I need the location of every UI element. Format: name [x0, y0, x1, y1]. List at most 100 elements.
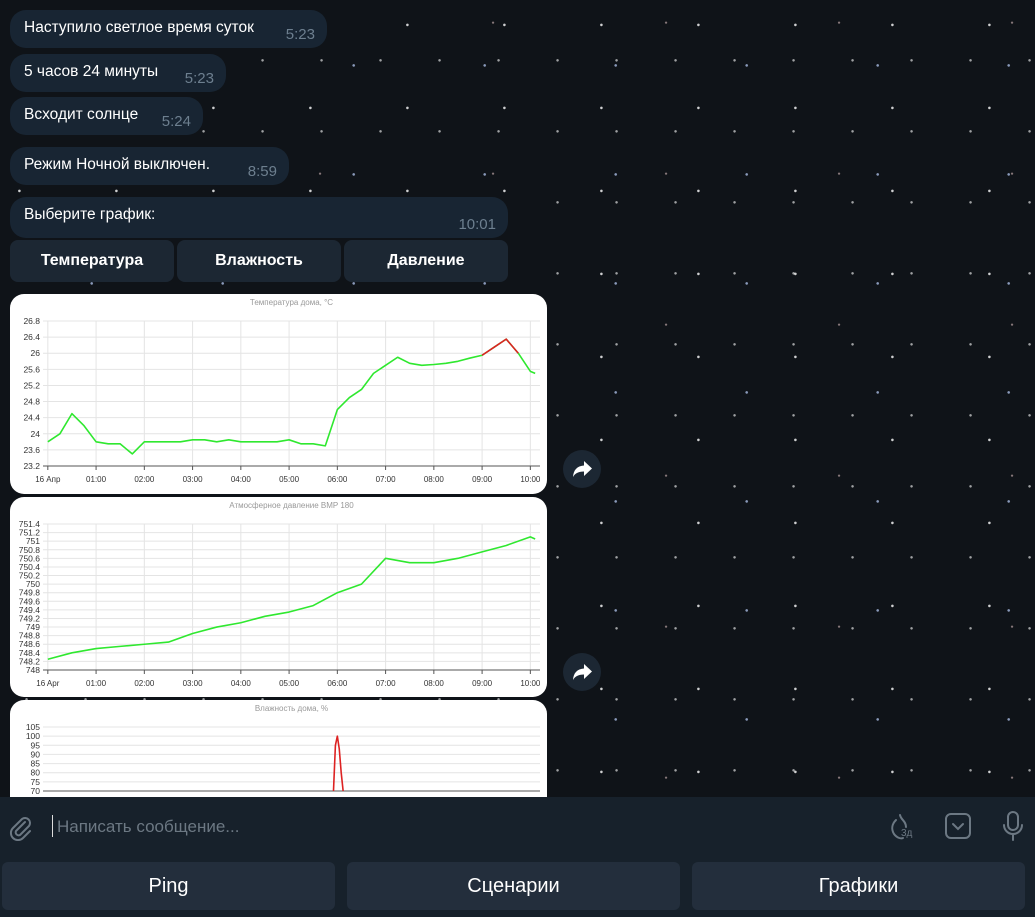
y-tick-label: 750.4 — [19, 562, 41, 572]
chart-image[interactable]: Температура дома, °C 23.2 23.6 24 24.4 24.8 25… — [10, 294, 547, 494]
y-tick-label: 85 — [31, 759, 41, 769]
y-tick-label: 750.2 — [19, 571, 41, 581]
chat-area: Наступило светлое время суток 5:23 5 часо… — [0, 0, 1035, 797]
attach-icon[interactable] — [6, 813, 34, 841]
message: Режим Ночной выключен. 8:59 — [10, 147, 289, 185]
y-tick-label: 751.2 — [19, 528, 41, 538]
y-tick-label: 750.6 — [19, 553, 41, 563]
x-tick-label: 06:00 — [327, 475, 348, 484]
message-time: 10:01 — [458, 216, 496, 233]
x-tick-label: 06:00 — [327, 679, 348, 688]
y-tick-label: 26 — [31, 348, 41, 358]
y-tick-label: 24 — [31, 429, 41, 439]
y-tick-label: 23.6 — [23, 445, 40, 455]
caret — [52, 815, 53, 837]
input-bar: Написать сообщение... 3д — [0, 797, 1035, 857]
data-line — [47, 536, 536, 661]
timer-label: 3д — [901, 828, 913, 839]
x-tick-label: 04:00 — [231, 679, 252, 688]
keyboard-button[interactable]: Графики — [692, 862, 1025, 910]
x-tick-label: 02:00 — [134, 475, 155, 484]
y-tick-label: 749.4 — [19, 605, 41, 615]
y-tick-label: 748.6 — [19, 639, 41, 649]
y-tick-label: 750.8 — [19, 545, 41, 555]
timer-icon[interactable] — [886, 811, 918, 843]
y-tick-label: 24.8 — [23, 397, 40, 407]
y-tick-label: 26.8 — [23, 316, 40, 326]
inline-button[interactable]: Давление — [344, 240, 508, 282]
y-tick-label: 748.2 — [19, 656, 41, 666]
message: Всходит солнце 5:24 — [10, 97, 203, 135]
y-tick-label: 90 — [31, 749, 41, 759]
x-tick-label: 05:00 — [279, 475, 300, 484]
data-line — [481, 338, 519, 356]
keyboard-button[interactable]: Ping — [2, 862, 335, 910]
message-text: Режим Ночной выключен. — [24, 156, 211, 173]
message: Выберите график: 10:01 — [10, 197, 508, 238]
y-tick-label: 26.4 — [23, 332, 40, 342]
x-tick-label: 10:00 — [520, 679, 541, 688]
x-tick-label: 02:00 — [134, 679, 155, 688]
reply-keyboard: Ping Сценарии Графики — [0, 857, 1035, 917]
x-tick-label: 01:00 — [86, 679, 107, 688]
y-tick-label: 105 — [26, 722, 40, 732]
y-tick-label: 748 — [26, 665, 40, 675]
x-tick-label: 08:00 — [424, 679, 445, 688]
x-tick-label: 03:00 — [183, 679, 204, 688]
inline-button[interactable]: Температура — [10, 240, 174, 282]
y-tick-label: 750 — [26, 579, 40, 589]
message: Наступило светлое время суток 5:23 — [10, 10, 327, 48]
y-tick-label: 751.4 — [19, 519, 41, 529]
x-tick-label: 09:00 — [472, 475, 493, 484]
y-tick-label: 749.6 — [19, 596, 41, 606]
forward-button[interactable] — [563, 450, 601, 488]
inline-button[interactable]: Влажность — [177, 240, 341, 282]
chart-title: Влажность дома, % — [255, 704, 328, 713]
x-tick-label: 05:00 — [279, 679, 300, 688]
message-text: Наступило светлое время суток — [24, 19, 254, 36]
data-line — [332, 735, 344, 792]
y-tick-label: 749.2 — [19, 613, 41, 623]
x-tick-label: 10:00 — [520, 475, 541, 484]
input-placeholder[interactable]: Написать сообщение... — [57, 817, 240, 836]
x-tick-label: 16 Apr — [36, 679, 59, 688]
chart-title: Атмосферное давление BMP 180 — [229, 501, 354, 510]
x-tick-label: 07:00 — [376, 679, 397, 688]
message-text: 5 часов 24 минуты — [24, 63, 159, 80]
chart-image[interactable]: Атмосферное давление BMP 180748748.2748.… — [10, 497, 547, 697]
y-tick-label: 70 — [31, 786, 41, 796]
x-tick-label: 03:00 — [183, 475, 204, 484]
y-tick-label: 75 — [31, 777, 41, 787]
x-tick-label: 09:00 — [472, 679, 493, 688]
y-tick-label: 25.6 — [23, 364, 40, 374]
y-tick-label: 80 — [31, 768, 41, 778]
y-tick-label: 100 — [26, 731, 40, 741]
y-tick-label: 748.4 — [19, 648, 41, 658]
y-tick-label: 25.2 — [23, 380, 40, 390]
y-tick-label: 748.8 — [19, 631, 41, 641]
y-tick-label: 95 — [31, 740, 41, 750]
x-tick-label: 16 Апр — [35, 475, 61, 484]
message-time: 5:23 — [285, 26, 315, 43]
forward-button[interactable] — [563, 653, 601, 691]
message-text: Всходит солнце — [24, 106, 139, 123]
message-time: 5:23 — [184, 70, 214, 87]
x-tick-label: 04:00 — [231, 475, 252, 484]
bot-menu-icon[interactable] — [943, 811, 973, 841]
mic-icon[interactable] — [999, 810, 1027, 844]
x-tick-label: 07:00 — [376, 475, 397, 484]
message: 5 часов 24 минуты 5:23 — [10, 54, 226, 92]
x-tick-label: 01:00 — [86, 475, 107, 484]
y-tick-label: 749.8 — [19, 588, 41, 598]
chart-title: Температура дома, °C — [250, 298, 333, 307]
keyboard-button[interactable]: Сценарии — [347, 862, 680, 910]
y-tick-label: 749 — [26, 622, 40, 632]
y-tick-label: 24.4 — [23, 413, 40, 423]
y-tick-label: 23.2 — [23, 461, 40, 471]
message-text: Выберите график: — [24, 206, 156, 223]
x-tick-label: 08:00 — [424, 475, 445, 484]
message-time: 5:24 — [161, 113, 191, 130]
y-tick-label: 751 — [26, 536, 40, 546]
